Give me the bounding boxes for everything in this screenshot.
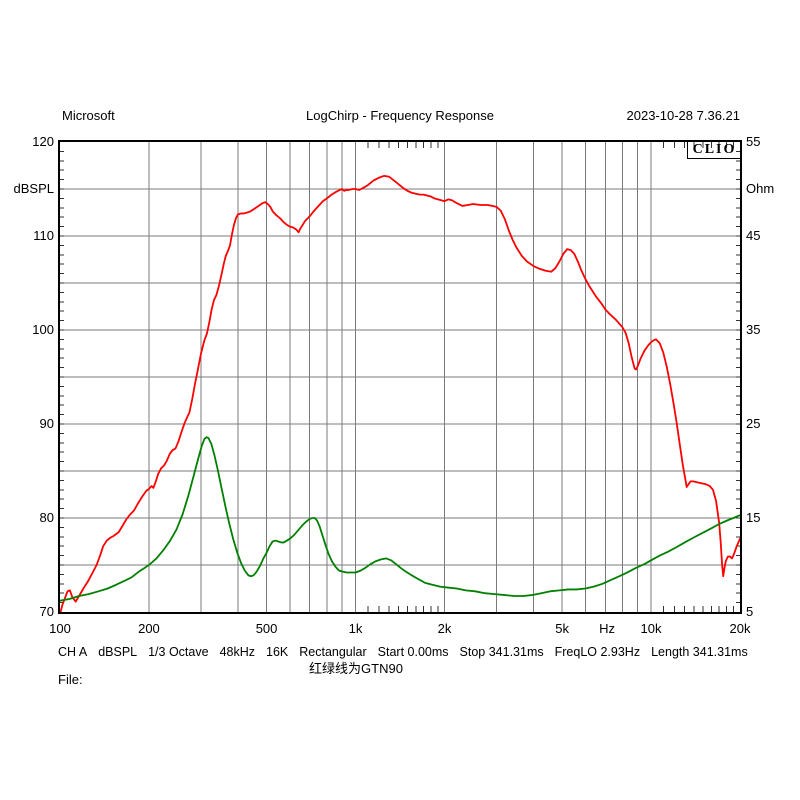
y-axis-unit-dbspl: dBSPL <box>13 181 54 196</box>
x-axis-label: 500 <box>255 621 278 636</box>
frequency-response-chart: CLIO <box>58 140 742 614</box>
vendor-label: Microsoft <box>62 108 115 123</box>
status-item: CH A <box>58 645 88 659</box>
status-item: Length 341.31ms <box>651 645 748 659</box>
y-axis-label-left: 100 <box>32 322 54 337</box>
status-item: Stop 341.31ms <box>459 645 544 659</box>
y-axis-label-right: 35 <box>746 322 761 337</box>
file-label: File: <box>58 672 83 687</box>
x-axis-label: 10k <box>640 621 662 636</box>
x-axis-label: 100 <box>49 621 71 636</box>
x-axis-unit-hz: Hz <box>599 621 616 636</box>
y-axis-unit-ohm: Ohm <box>746 181 775 196</box>
curve-frequency-response-red <box>60 174 740 612</box>
plot-area <box>60 142 740 612</box>
y-axis-label-left: 90 <box>39 416 54 431</box>
status-item: 16K <box>266 645 289 659</box>
x-axis-label: 20k <box>729 621 751 636</box>
status-item: Start 0.00ms <box>377 645 449 659</box>
status-item: 48kHz <box>219 645 255 659</box>
curve-impedance-green <box>60 436 740 602</box>
status-item: Rectangular <box>299 645 367 659</box>
status-item: dBSPL <box>98 645 138 659</box>
status-item: FreqLO 2.93Hz <box>554 645 641 659</box>
x-axis-label: 200 <box>138 621 160 636</box>
x-axis-label: 2k <box>437 621 452 636</box>
status-bar: CH A dBSPL 1/3 Octave 48kHz 16K Rectangular St… <box>58 645 748 659</box>
timestamp: 2023-10-28 7.36.21 <box>626 108 740 123</box>
y-axis-label-right: 25 <box>746 416 761 431</box>
y-axis-label-right: 45 <box>746 228 761 243</box>
y-axis-label-left: 120 <box>32 134 54 149</box>
y-axis-label-left: 110 <box>33 228 54 243</box>
x-axis-label: 1k <box>348 621 363 636</box>
y-axis-label-left: 70 <box>39 604 54 619</box>
chart-annotation: 红绿线为GTN90 <box>309 661 403 676</box>
x-axis-label: 5k <box>555 621 569 636</box>
page-title: LogChirp - Frequency Response <box>306 108 494 123</box>
y-axis-label-left: 80 <box>39 510 54 525</box>
y-axis-label-right: 5 <box>746 604 754 619</box>
y-axis-label-right: 55 <box>746 134 761 149</box>
status-item: 1/3 Octave <box>148 645 209 659</box>
clio-logo: CLIO <box>687 142 741 159</box>
y-axis-label-right: 15 <box>746 510 761 525</box>
